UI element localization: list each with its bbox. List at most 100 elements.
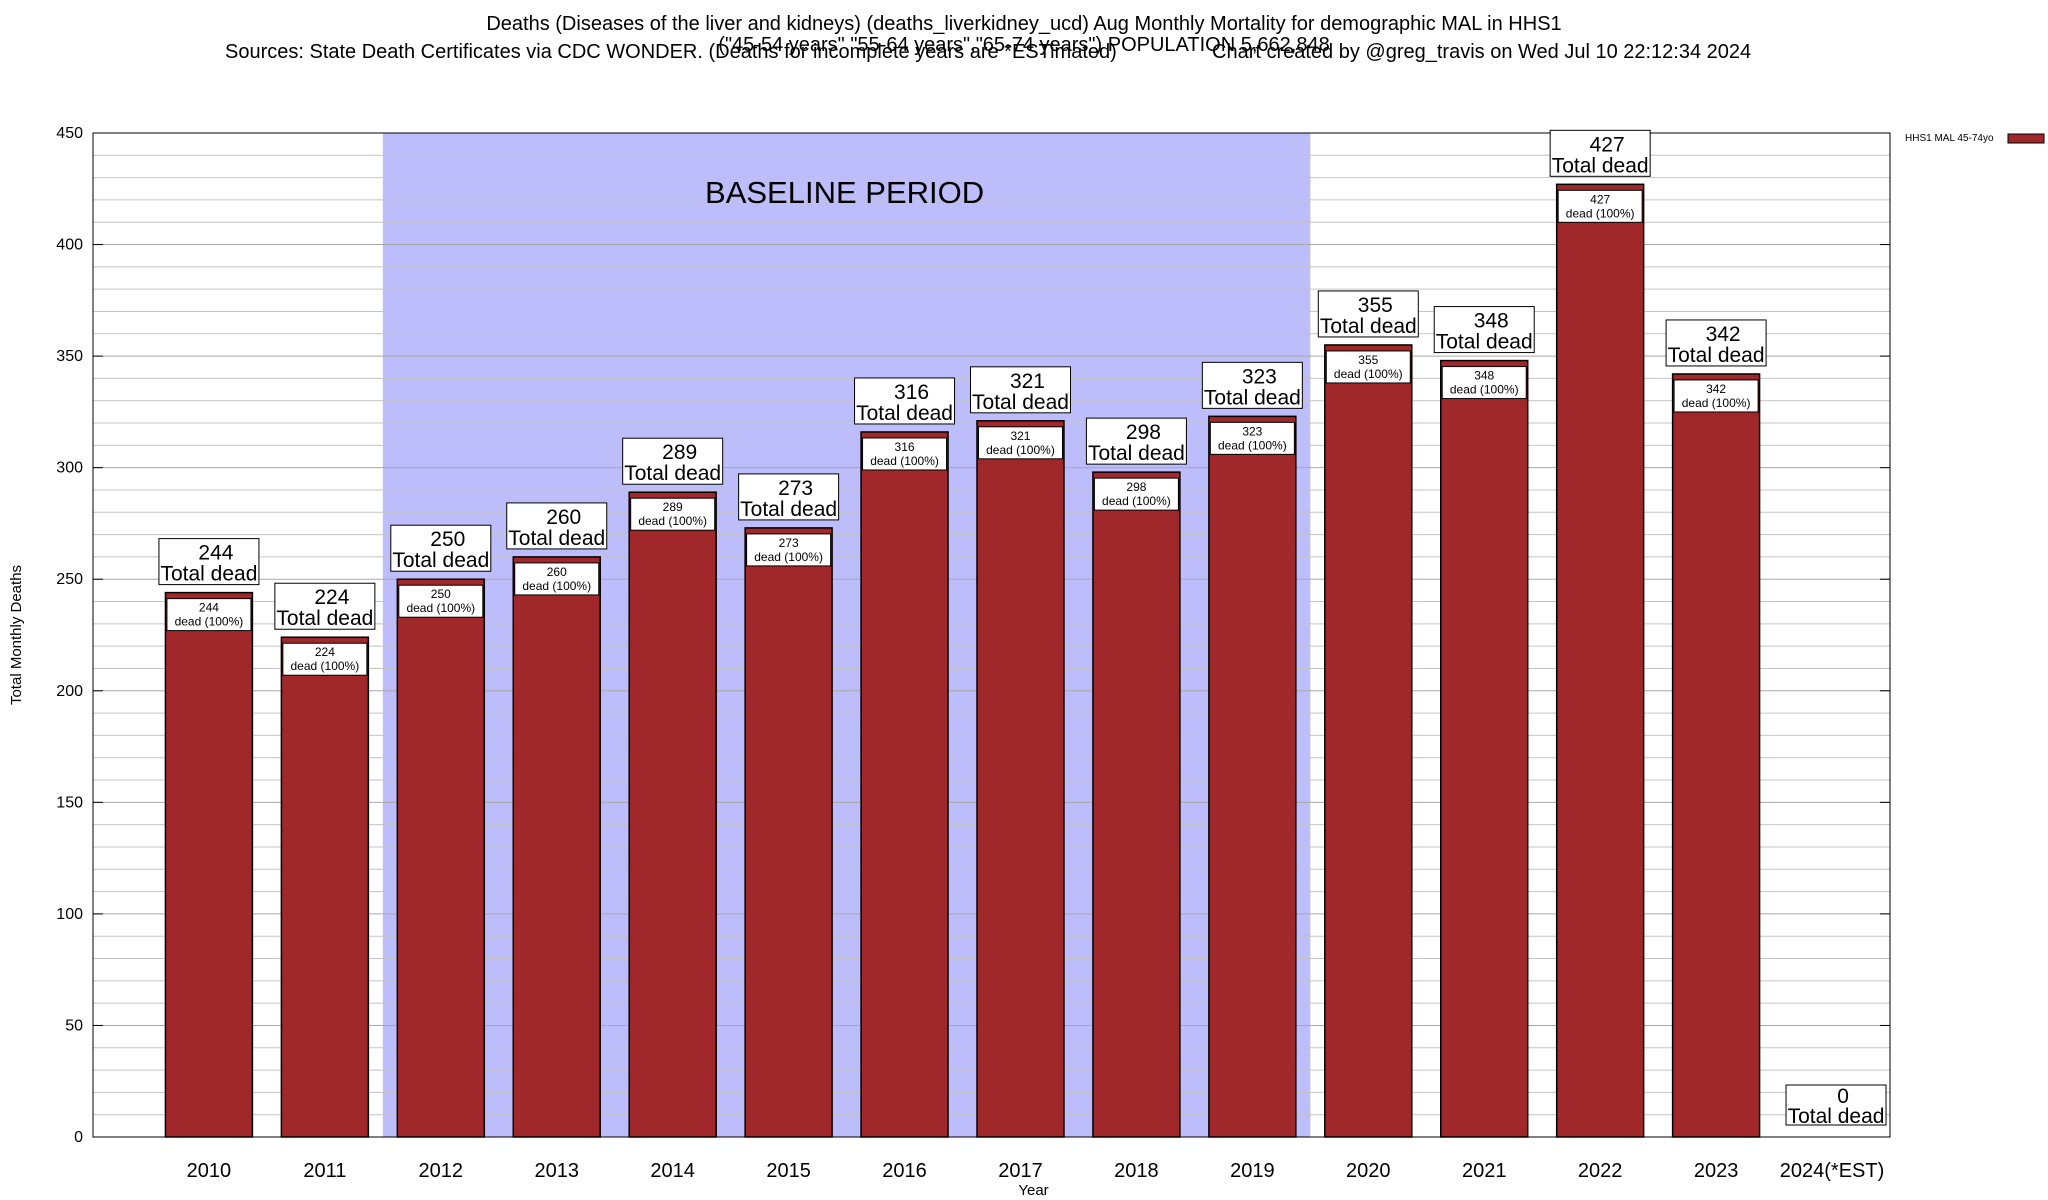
bar-inner-label-box <box>514 562 600 596</box>
x-tick-label: 2023 <box>1694 1160 1739 1182</box>
y-tick-label: 100 <box>56 906 83 923</box>
bar-total-text: Total dead <box>740 498 837 521</box>
bar <box>1555 183 1645 1138</box>
x-tick-label: 2011 <box>303 1160 346 1182</box>
bar <box>396 578 486 1138</box>
bar-total-value: 250 <box>430 528 465 551</box>
bar-total-text: Total dead <box>1088 442 1185 465</box>
bar-total-label-box <box>158 538 260 586</box>
bar-inner-label-box <box>166 598 252 632</box>
legend-swatch <box>2007 133 2045 144</box>
x-tick-label: 2017 <box>998 1160 1043 1182</box>
bar-total-value: 244 <box>198 542 233 565</box>
bar-inner-percent: dead (100%) <box>1218 438 1287 452</box>
bar <box>1324 344 1413 1138</box>
bar-total-value: 355 <box>1358 294 1393 317</box>
bar-inner-value: 355 <box>1358 353 1378 367</box>
bar-total-text: Total dead <box>624 462 721 485</box>
bar <box>1092 471 1181 1138</box>
bar-inner-value: 427 <box>1590 192 1610 206</box>
y-tick-label: 300 <box>56 460 83 477</box>
bar <box>164 591 254 1138</box>
bar-total-label-box <box>1785 1084 1887 1126</box>
bar-total-label-box <box>274 582 376 630</box>
chart-sources: Sources: State Death Certificates via CD… <box>225 41 1117 63</box>
chart-title-block: Deaths (Diseases of the liver and kidney… <box>0 14 2048 56</box>
chart-title: Deaths (Diseases of the liver and kidney… <box>486 13 1562 35</box>
bar-total-value: 427 <box>1590 133 1625 156</box>
bar-inner-percent: dead (100%) <box>638 514 707 528</box>
bar-inner-value: 250 <box>431 587 451 601</box>
bar <box>1440 359 1529 1138</box>
bar-inner-label-box <box>1673 379 1759 413</box>
bar <box>860 431 949 1138</box>
x-tick-label: 2018 <box>1114 1160 1159 1182</box>
bar-total-label-box <box>390 524 492 572</box>
bar-total-label-box <box>622 437 724 485</box>
bar-total-value: 316 <box>894 381 929 404</box>
bar-inner-label-box <box>1325 350 1411 384</box>
x-tick-label: 2020 <box>1346 1160 1391 1182</box>
y-tick-label: 0 <box>74 1129 83 1146</box>
bar-total-text: Total dead <box>392 549 489 572</box>
bar-total-label-box <box>1201 361 1303 409</box>
bar-total-text: Total dead <box>276 607 373 630</box>
bar-total-label-box <box>1317 290 1419 338</box>
bar-inner-percent: dead (100%) <box>406 601 475 615</box>
bar-total-text: Total dead <box>1552 154 1649 177</box>
bar <box>1671 373 1761 1138</box>
bar-inner-label-box <box>1441 366 1527 400</box>
bar-total-value: 342 <box>1706 323 1741 346</box>
bar-inner-label-box <box>398 584 484 618</box>
y-tick-label: 200 <box>56 683 83 700</box>
bar-inner-value: 348 <box>1474 369 1494 383</box>
bar-total-text: Total dead <box>1668 344 1765 367</box>
bar-total-value: 323 <box>1242 365 1277 388</box>
chart-subtitle: ("45-54 years","55-64 years","65-74 year… <box>718 34 1330 56</box>
bar-total-label-box <box>969 366 1071 414</box>
bar-inner-label-box <box>977 426 1063 460</box>
bar <box>1208 415 1297 1138</box>
bar-total-label-box <box>738 473 840 521</box>
bar-inner-value: 298 <box>1126 480 1146 494</box>
bar-inner-label-box <box>630 497 716 531</box>
bar-total-value: 348 <box>1474 310 1509 333</box>
bar-total-label-box <box>1665 319 1767 367</box>
bar-total-label-box <box>854 377 956 425</box>
x-tick-label: 2016 <box>882 1160 927 1182</box>
bar-total-value: 298 <box>1126 421 1161 444</box>
bar-inner-label-box <box>1093 477 1179 511</box>
bar-total-label-box <box>1433 306 1535 354</box>
bar-total-text: Total dead <box>856 402 953 425</box>
bar-inner-label-box <box>1209 421 1295 455</box>
bar-inner-percent: dead (100%) <box>1566 206 1635 220</box>
bar-inner-label-box <box>862 437 948 471</box>
bar <box>976 420 1065 1138</box>
bar-total-label-box <box>506 502 608 550</box>
bar-total-label-box <box>1549 129 1651 177</box>
y-tick-label: 400 <box>56 237 83 254</box>
x-axis-label: Year <box>1018 1182 1048 1199</box>
bar-total-value: 224 <box>314 586 349 609</box>
bar-total-value: 260 <box>546 506 581 529</box>
bar-total-value: 0 <box>1837 1085 1849 1108</box>
x-tick-label: 2014 <box>650 1160 695 1182</box>
bar-total-text: Total dead <box>160 563 257 586</box>
bar-total-text: Total dead <box>1320 315 1417 338</box>
bar-total-text: Total dead <box>508 527 605 550</box>
bar-inner-value: 244 <box>199 601 219 615</box>
y-tick-label: 150 <box>56 794 83 811</box>
bar-inner-percent: dead (100%) <box>522 579 591 593</box>
x-tick-label: 2024(*EST) <box>1780 1160 1885 1182</box>
legend-series-name: HHS1 MAL 45-74yo <box>1905 133 1994 144</box>
bar-inner-percent: dead (100%) <box>986 443 1055 457</box>
baseline-label: BASELINE PERIOD <box>705 175 984 210</box>
y-axis-label: Total Monthly Deaths <box>8 565 25 705</box>
y-tick-label: 450 <box>56 125 83 142</box>
bar <box>512 556 601 1138</box>
bar-inner-percent: dead (100%) <box>175 615 244 629</box>
bar-inner-percent: dead (100%) <box>291 659 360 673</box>
bar-inner-label-box <box>282 642 368 676</box>
x-tick-label: 2013 <box>534 1160 579 1182</box>
